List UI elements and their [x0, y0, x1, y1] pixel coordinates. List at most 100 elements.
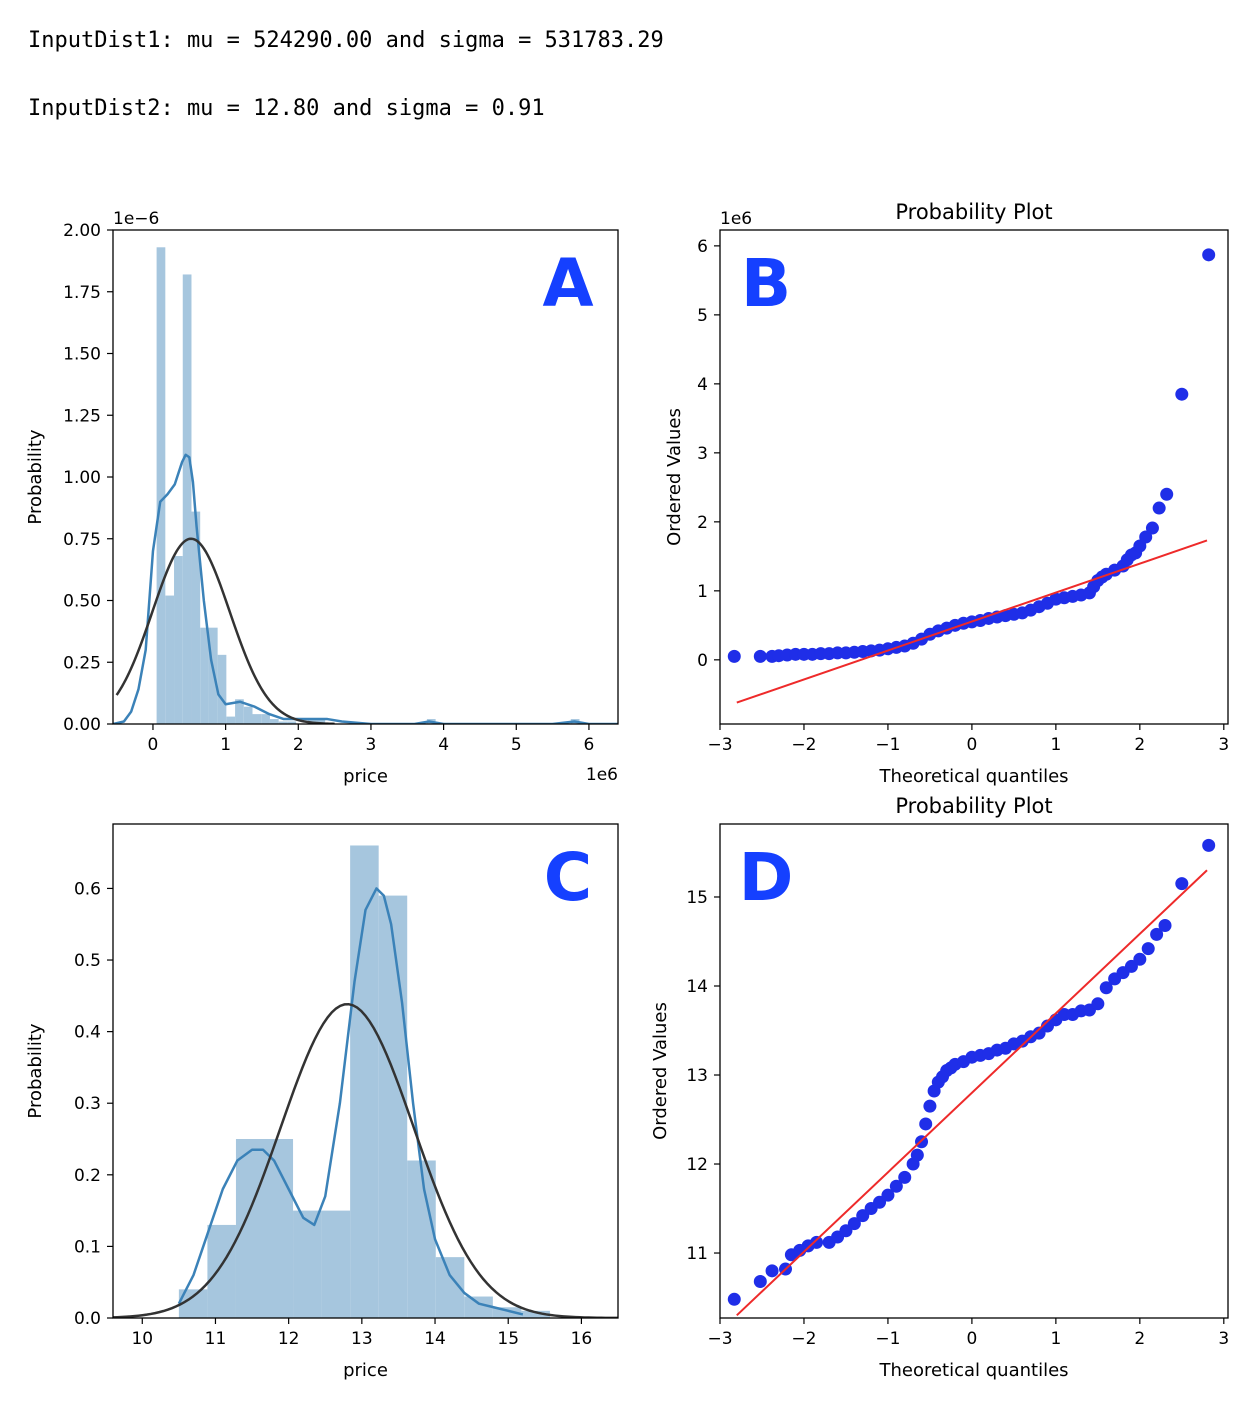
qq-point: [881, 1188, 895, 1202]
y-axis-label: Probability: [25, 429, 46, 524]
qq-point: [1202, 838, 1216, 852]
qq-point: [753, 1275, 767, 1289]
axes-frame: [719, 823, 1229, 1319]
histogram-bar: [264, 1139, 294, 1318]
x-axis-label: Theoretical quantiles: [878, 1360, 1068, 1381]
plot-area: [727, 248, 1216, 704]
panel-letter: A: [542, 245, 593, 322]
qq-fit-line: [736, 539, 1208, 704]
histogram-bar: [235, 699, 244, 724]
x-tick-label: 6: [584, 735, 595, 755]
y-offset-label: 1e6: [720, 209, 752, 229]
x-tick-label: −2: [791, 1329, 816, 1349]
kde-line: [113, 453, 618, 724]
histogram-bar: [191, 511, 201, 724]
axes-frame: [719, 229, 1229, 725]
qq-point: [1145, 521, 1159, 535]
x-tick-label: 2: [293, 735, 304, 755]
y-tick-label: 0.00: [63, 715, 101, 735]
x-tick-label: 15: [497, 1329, 519, 1349]
chart-title: Probability Plot: [895, 200, 1052, 224]
qq-point: [1133, 952, 1147, 966]
x-tick-label: 1: [1050, 735, 1061, 755]
y-tick-label: 15: [686, 888, 708, 908]
histogram-bar: [252, 714, 262, 724]
panel-letter: D: [739, 839, 794, 916]
x-tick-label: 3: [1218, 1329, 1229, 1349]
y-tick-label: 11: [686, 1244, 708, 1264]
qq-point: [1152, 501, 1166, 515]
y-axis-label: Ordered Values: [664, 408, 685, 546]
histogram-bar: [492, 1307, 522, 1318]
qq-point: [1158, 918, 1172, 932]
plot-area: [727, 838, 1216, 1317]
y-tick-label: 0.50: [63, 592, 101, 612]
qq-point: [1175, 387, 1189, 401]
qq-point: [753, 649, 767, 663]
histogram-bar: [316, 719, 326, 724]
x-tick-label: 11: [205, 1329, 227, 1349]
y-axis-label: Ordered Values: [650, 1002, 671, 1140]
x-tick-label: −2: [791, 735, 816, 755]
histogram-bar: [321, 1210, 351, 1318]
y-tick-label: 0.0: [74, 1309, 101, 1329]
x-tick-label: 3: [366, 735, 377, 755]
histogram-bar: [165, 595, 175, 724]
x-axis-label: Theoretical quantiles: [878, 766, 1068, 787]
axes-frame: [112, 823, 619, 1319]
y-tick-label: 14: [686, 977, 708, 997]
x-offset-label: 1e6: [586, 765, 618, 785]
y-tick-label: 0: [697, 651, 708, 671]
histogram-bar: [287, 721, 297, 724]
x-axis-label: price: [343, 766, 388, 787]
histogram-bar: [378, 895, 408, 1318]
y-tick-label: 0.6: [74, 879, 101, 899]
qq-fit-line: [736, 869, 1208, 1317]
qq-point: [727, 649, 741, 663]
normal-fit-line: [115, 537, 335, 724]
plot-area: [113, 845, 618, 1318]
histogram-bar: [235, 1139, 265, 1318]
y-tick-label: 1: [697, 582, 708, 602]
histogram-bar: [200, 627, 209, 724]
x-tick-label: 10: [131, 1329, 153, 1349]
histogram-bar: [261, 714, 270, 724]
y-tick-label: 0.2: [74, 1166, 101, 1186]
x-tick-label: 0: [148, 735, 159, 755]
x-tick-label: 0: [966, 1329, 977, 1349]
histogram-bar: [269, 719, 279, 724]
x-tick-label: 0: [966, 735, 977, 755]
x-tick-label: 5: [511, 735, 522, 755]
histogram-bar: [521, 1310, 550, 1318]
y-tick-label: 6: [697, 237, 708, 257]
qq-point: [898, 1170, 912, 1184]
y-tick-label: 2.00: [63, 221, 101, 241]
histogram-bar: [156, 247, 166, 724]
qq-point: [810, 1235, 824, 1249]
y-tick-label: 5: [697, 306, 708, 326]
stats-line-input-dist-1: InputDist1: mu = 524290.00 and sigma = 5…: [28, 28, 664, 53]
histogram-bar: [207, 1224, 236, 1318]
y-tick-label: 4: [697, 375, 708, 395]
x-tick-label: −3: [707, 735, 732, 755]
y-tick-label: 0.75: [63, 530, 101, 550]
y-tick-label: 0.25: [63, 653, 101, 673]
x-tick-label: 13: [351, 1329, 373, 1349]
y-tick-label: 0.5: [74, 951, 101, 971]
qq-point: [847, 1217, 861, 1231]
y-tick-label: 1.25: [63, 406, 101, 426]
y-tick-label: 0.4: [74, 1023, 101, 1043]
y-offset-label: 1e−6: [113, 209, 159, 229]
qq-point: [889, 1179, 903, 1193]
qq-point: [1141, 942, 1155, 956]
y-tick-label: 3: [697, 444, 708, 464]
histogram-bar: [182, 274, 192, 724]
chart-panel-a: 0 1 2 3 4 5 6 0.00 0.25 0.50 0.75 1.00 1.25 1.50 1.75 2…: [25, 209, 619, 787]
qq-point: [910, 1148, 924, 1162]
qq-point: [1139, 530, 1153, 544]
x-tick-label: 1: [220, 735, 231, 755]
y-axis-label: Probability: [25, 1023, 46, 1118]
histogram-bar: [407, 1160, 436, 1318]
